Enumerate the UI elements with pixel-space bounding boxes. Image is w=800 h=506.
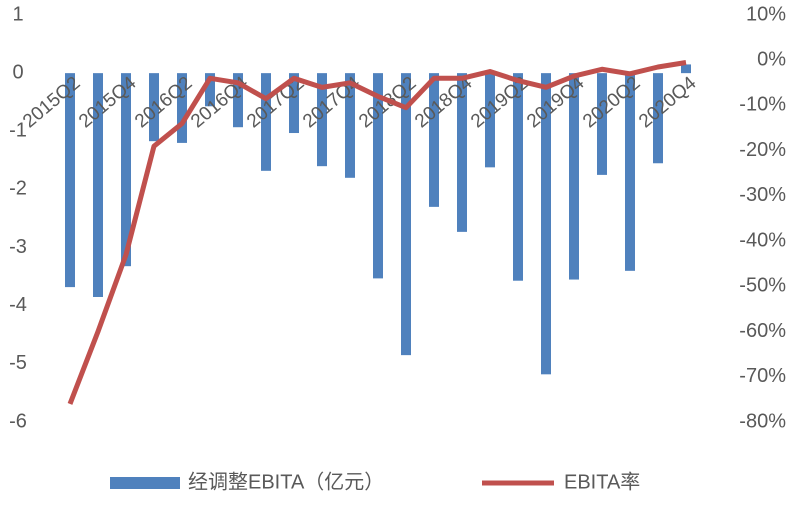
bar — [149, 73, 159, 142]
y2-tick-label: -60% — [739, 320, 786, 342]
bar — [681, 64, 691, 74]
y2-tick-label: -80% — [739, 410, 786, 432]
bar — [65, 73, 75, 288]
y-tick-label: -1 — [9, 120, 27, 142]
bar — [233, 73, 243, 128]
y-tick-label: -2 — [9, 178, 27, 200]
bar — [597, 73, 607, 175]
y-tick-label: 1 — [12, 3, 23, 25]
bar — [317, 73, 327, 167]
line — [67, 60, 687, 405]
y-tick-label: -3 — [9, 236, 27, 258]
x-tick-label: 2020Q4 — [635, 72, 701, 132]
bar — [205, 73, 215, 107]
bar — [429, 73, 439, 207]
y-tick-label: -4 — [9, 294, 27, 316]
y2-tick-label: -40% — [739, 229, 786, 251]
y-tick-label: -6 — [9, 410, 27, 432]
bar — [177, 73, 187, 143]
legend-swatch — [110, 477, 180, 489]
bar — [513, 73, 523, 281]
y2-tick-label: 0% — [757, 49, 786, 71]
y-tick-label: -5 — [9, 352, 27, 374]
bar — [541, 73, 551, 375]
bar — [457, 73, 467, 232]
y2-tick-label: -10% — [739, 94, 786, 116]
bar — [121, 73, 131, 267]
bar — [401, 73, 411, 356]
bar — [653, 73, 663, 164]
y2-tick-label: -30% — [739, 184, 786, 206]
bar — [289, 73, 299, 134]
y2-tick-label: 10% — [746, 3, 786, 25]
bar — [93, 73, 103, 297]
bar — [569, 73, 579, 280]
bar — [625, 73, 635, 271]
y2-tick-label: -70% — [739, 365, 786, 387]
bar — [373, 73, 383, 279]
bar — [345, 73, 355, 178]
legend-label: EBITA率 — [564, 470, 640, 493]
bar — [261, 73, 271, 171]
y-tick-label: 0 — [12, 61, 23, 83]
y2-tick-label: -50% — [739, 275, 786, 297]
legend-label: 经调整EBITA（亿元） — [188, 470, 384, 493]
bar — [485, 73, 495, 168]
y2-tick-label: -20% — [739, 139, 786, 161]
